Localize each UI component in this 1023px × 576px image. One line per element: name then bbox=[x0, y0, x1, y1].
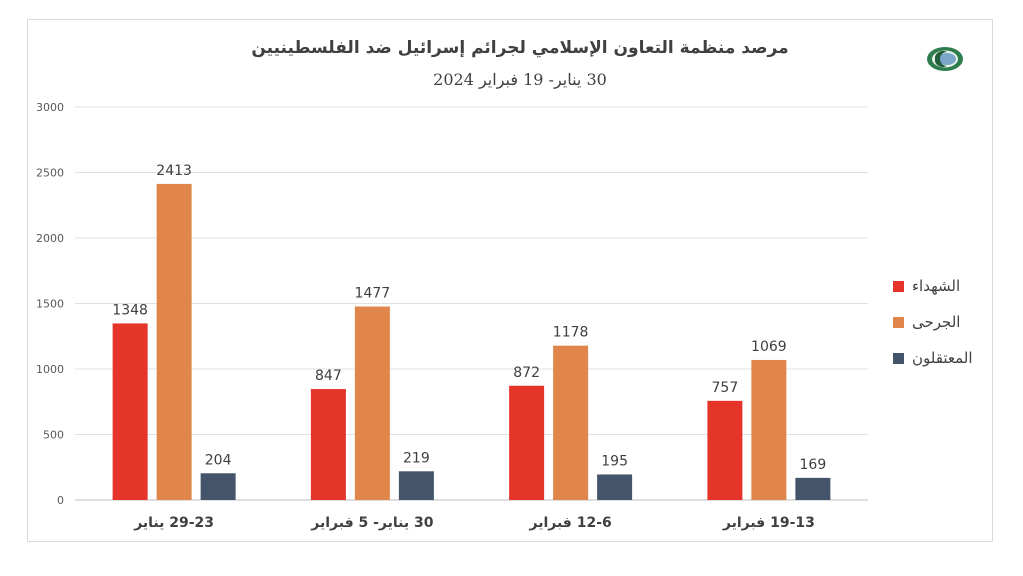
legend-label-wounded: الجرحى bbox=[912, 313, 961, 331]
y-tick-label: 500 bbox=[43, 429, 64, 442]
legend-swatch-wounded bbox=[893, 316, 904, 328]
legend-swatch-martyrs bbox=[893, 280, 904, 292]
bar bbox=[200, 473, 236, 500]
legend-label-martyrs: الشهداء bbox=[912, 277, 961, 295]
x-category-label: 19-13 فبراير bbox=[722, 515, 815, 531]
data-label: 1348 bbox=[112, 302, 148, 318]
data-label: 204 bbox=[205, 452, 232, 468]
y-tick-label: 2000 bbox=[36, 232, 64, 245]
bar bbox=[354, 306, 390, 500]
x-category-label: 30 يناير- 5 فبراير bbox=[310, 515, 433, 531]
y-tick-label: 0 bbox=[57, 494, 64, 507]
data-label: 2413 bbox=[156, 163, 192, 179]
data-label: 1069 bbox=[751, 339, 787, 355]
bar bbox=[597, 474, 633, 500]
bar bbox=[310, 389, 346, 500]
y-tick-label: 1000 bbox=[36, 363, 64, 376]
data-label: 1178 bbox=[553, 325, 589, 341]
data-label: 1477 bbox=[355, 286, 391, 302]
bar bbox=[156, 183, 192, 500]
x-category-label: 12-6 فبراير bbox=[528, 515, 611, 531]
data-label: 195 bbox=[601, 453, 628, 469]
data-label: 847 bbox=[315, 368, 342, 384]
bar bbox=[112, 323, 148, 500]
chart-subtitle: 30 يناير- 19 فبراير 2024 bbox=[433, 70, 607, 89]
data-label: 872 bbox=[513, 365, 540, 381]
y-tick-label: 1500 bbox=[36, 298, 64, 311]
oic-logo-icon bbox=[927, 47, 963, 71]
legend-swatch-detained bbox=[893, 352, 904, 364]
data-label: 219 bbox=[403, 450, 430, 466]
legend-item-martyrs: الشهداء bbox=[893, 268, 973, 304]
chart-title: مرصد منظمة التعاون الإسلامي لجرائم إسرائ… bbox=[251, 38, 789, 58]
legend-item-detained: المعتقلون bbox=[893, 340, 973, 376]
y-tick-label: 2500 bbox=[36, 167, 64, 180]
chart-legend: الشهداء الجرحى المعتقلون bbox=[893, 268, 973, 376]
bar bbox=[398, 471, 434, 500]
bar bbox=[795, 477, 831, 500]
data-label: 757 bbox=[712, 380, 739, 396]
x-category-label: 29-23 يناير bbox=[133, 515, 214, 531]
bar bbox=[509, 385, 545, 500]
y-tick-label: 3000 bbox=[36, 101, 64, 114]
bar bbox=[707, 400, 743, 500]
legend-item-wounded: الجرحى bbox=[893, 304, 973, 340]
bar bbox=[553, 345, 589, 500]
data-label: 169 bbox=[800, 457, 827, 473]
bar bbox=[751, 359, 787, 500]
legend-label-detained: المعتقلون bbox=[912, 349, 973, 367]
